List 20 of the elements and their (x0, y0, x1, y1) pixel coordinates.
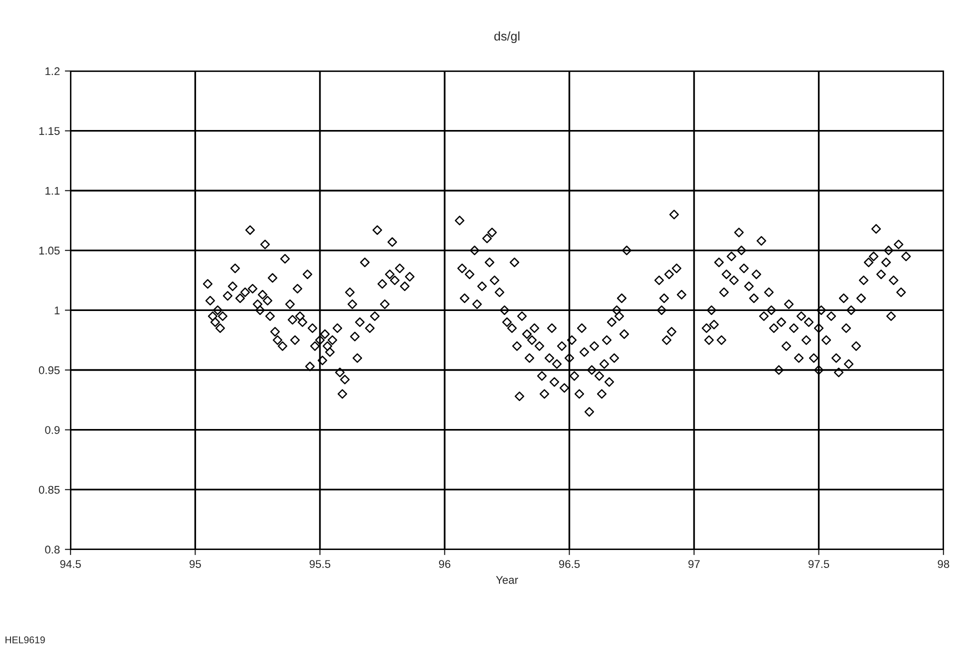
x-tick-label: 95 (190, 560, 201, 568)
y-tick-label: 1.05 (39, 246, 60, 255)
x-tick-label: 98 (938, 560, 950, 568)
y-tick-label: 1.2 (46, 67, 60, 76)
text: HEL9619 (6, 636, 45, 644)
x-tick-label: 96 (438, 560, 450, 568)
x-tick-label: 94.5 (60, 560, 81, 568)
x-tick-label: 96.5 (559, 560, 580, 568)
x-tick-label: 97 (688, 560, 700, 568)
y-tick-label: 0.9 (45, 426, 60, 434)
y-tick-label: 1.1 (46, 186, 60, 195)
y-tick-label: 1 (54, 306, 60, 314)
x-tick-label: 95.5 (310, 560, 330, 568)
x-axis-title: Year (496, 576, 518, 584)
chart-title: ds/gl (494, 31, 520, 44)
y-tick-label: 0.8 (45, 546, 60, 554)
y-tick-label: 0.95 (38, 366, 60, 374)
y-tick-label: 0.85 (38, 486, 60, 494)
x-tick-label: 97.5 (808, 560, 830, 568)
y-tick-label: 1.15 (39, 127, 60, 135)
